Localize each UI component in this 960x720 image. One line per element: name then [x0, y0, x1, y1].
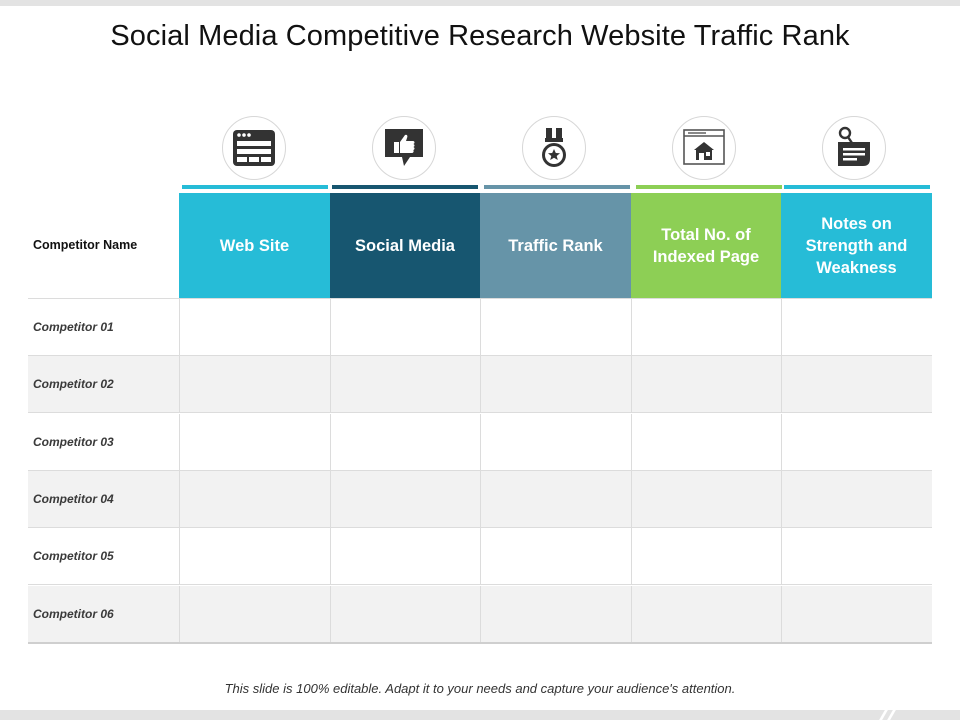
accent-line-web-site: [182, 185, 328, 189]
notes-tag-icon: [822, 116, 886, 180]
table-cell[interactable]: [781, 585, 932, 642]
table-cell[interactable]: [330, 299, 480, 355]
header-notes: Notes on Strength and Weakness: [781, 193, 932, 298]
table-cell[interactable]: [480, 470, 631, 527]
browser-window-icon: [222, 116, 286, 180]
table-cell[interactable]: [480, 413, 631, 470]
accent-line-social-media: [332, 185, 478, 189]
table-cell[interactable]: [480, 299, 631, 355]
competitor-name-header: Competitor Name: [33, 238, 138, 252]
table-cell[interactable]: [631, 299, 781, 355]
table-cell[interactable]: [480, 585, 631, 642]
table-cell[interactable]: [330, 413, 480, 470]
competitor-label: Competitor 03: [33, 434, 114, 449]
footer-note: This slide is 100% editable. Adapt it to…: [224, 681, 736, 696]
table-cell[interactable]: [781, 413, 932, 470]
table-cell[interactable]: [631, 470, 781, 527]
table-cell[interactable]: [480, 356, 631, 413]
table-cell[interactable]: [781, 356, 932, 413]
thumbs-up-speech-bubble-icon: [372, 116, 436, 180]
accent-line-indexed-page: [636, 185, 782, 189]
competitor-label: Competitor 01: [33, 320, 114, 334]
table-cell[interactable]: [330, 356, 480, 413]
competitor-label: Competitor 05: [33, 549, 114, 564]
table-cell[interactable]: [631, 413, 781, 470]
accent-line-notes: [784, 185, 930, 189]
header-indexed-page: Total No. of Indexed Page: [631, 193, 781, 298]
page-title: Social Media Competitive Research Websit…: [110, 20, 850, 52]
table-cell[interactable]: [330, 585, 480, 642]
table-cell[interactable]: [781, 528, 932, 585]
table-row: Competitor 06: [28, 585, 932, 643]
table-cell[interactable]: [179, 413, 330, 470]
table-row: Competitor 02: [28, 356, 932, 414]
table-top-border: [28, 298, 932, 299]
accent-line-traffic-rank: [484, 185, 630, 189]
bottom-decorative-bar: [0, 710, 960, 720]
table-cell[interactable]: [781, 299, 932, 355]
header-web-site: Web Site: [179, 193, 330, 298]
table-cell[interactable]: [179, 356, 330, 413]
table-row: Competitor 05: [28, 528, 932, 586]
table-cell[interactable]: [631, 585, 781, 642]
competitor-label: Competitor 02: [33, 377, 114, 392]
table-row: Competitor 01: [28, 299, 932, 356]
table-row: Competitor 04: [28, 470, 932, 528]
table-cell[interactable]: [179, 470, 330, 527]
table-cell[interactable]: [330, 528, 480, 585]
competitor-label: Competitor 04: [33, 491, 114, 506]
top-decorative-bar: [0, 0, 960, 6]
table-cell[interactable]: [179, 585, 330, 642]
table-cell[interactable]: [330, 470, 480, 527]
table-cell[interactable]: [480, 528, 631, 585]
table-cell[interactable]: [179, 299, 330, 355]
table-cell[interactable]: [631, 528, 781, 585]
table-cell[interactable]: [631, 356, 781, 413]
table-cell[interactable]: [781, 470, 932, 527]
header-traffic-rank: Traffic Rank: [480, 193, 631, 298]
competitor-label: Competitor 06: [33, 606, 114, 621]
medal-icon: [522, 116, 586, 180]
table-cell[interactable]: [179, 528, 330, 585]
header-social-media: Social Media: [330, 193, 480, 298]
webpage-home-icon: [672, 116, 736, 180]
table-row: Competitor 03: [28, 413, 932, 471]
table-bottom-border: [28, 642, 932, 644]
